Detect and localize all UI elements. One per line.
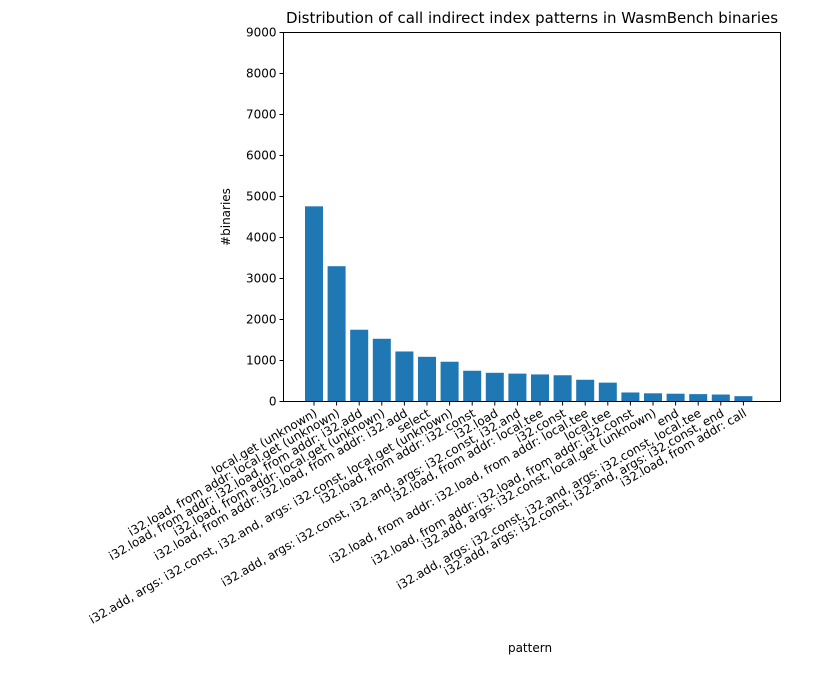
bar [327, 266, 346, 402]
bar [734, 396, 753, 402]
bar [485, 372, 504, 402]
y-tick-label: 6000 [246, 149, 277, 163]
bar [418, 356, 436, 402]
y-tick-label: 7000 [246, 108, 277, 122]
y-tick-label: 3000 [246, 272, 277, 286]
x-axis: local.get (unknown)i32.load, from addr: … [87, 401, 749, 627]
y-tick-label: 5000 [246, 190, 277, 204]
y-tick-label: 1000 [246, 354, 277, 368]
y-tick-label: 4000 [246, 231, 277, 245]
y-axis-label: #binaries [219, 188, 233, 246]
y-tick-label: 0 [269, 395, 277, 409]
y-tick-label: 2000 [246, 313, 277, 327]
y-axis: 0 1000 2000 3000 4000 5000 6000 7000 8000 9000 [246, 26, 284, 409]
bar [576, 379, 595, 402]
bar [621, 392, 640, 402]
chart-title: Distribution of call indirect index patt… [286, 9, 778, 27]
x-axis-label: pattern [508, 641, 552, 655]
bar [666, 393, 685, 402]
bar [372, 338, 391, 402]
bar [598, 382, 617, 402]
bar [305, 206, 323, 402]
bar [350, 329, 369, 402]
bar [644, 393, 662, 402]
bar [531, 374, 549, 402]
bar [463, 370, 482, 402]
bar [553, 375, 572, 402]
bar [508, 373, 527, 402]
bar [395, 351, 414, 402]
plot-frame [283, 32, 781, 402]
y-tick-label: 8000 [246, 67, 277, 81]
y-tick-label: 9000 [246, 26, 277, 40]
bar [689, 394, 708, 402]
bar [711, 394, 730, 402]
bars-group [305, 206, 753, 402]
bar [440, 361, 459, 402]
